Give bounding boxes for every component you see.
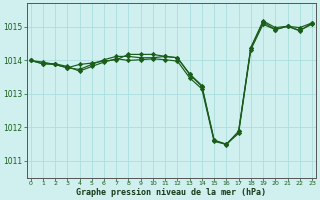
X-axis label: Graphe pression niveau de la mer (hPa): Graphe pression niveau de la mer (hPa) (76, 188, 266, 197)
